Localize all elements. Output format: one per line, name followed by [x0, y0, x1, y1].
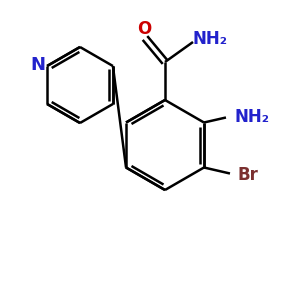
Text: Br: Br: [238, 166, 258, 184]
Text: O: O: [137, 20, 151, 38]
Text: NH₂: NH₂: [235, 107, 269, 125]
Text: NH₂: NH₂: [193, 30, 227, 48]
Text: N: N: [31, 56, 46, 74]
